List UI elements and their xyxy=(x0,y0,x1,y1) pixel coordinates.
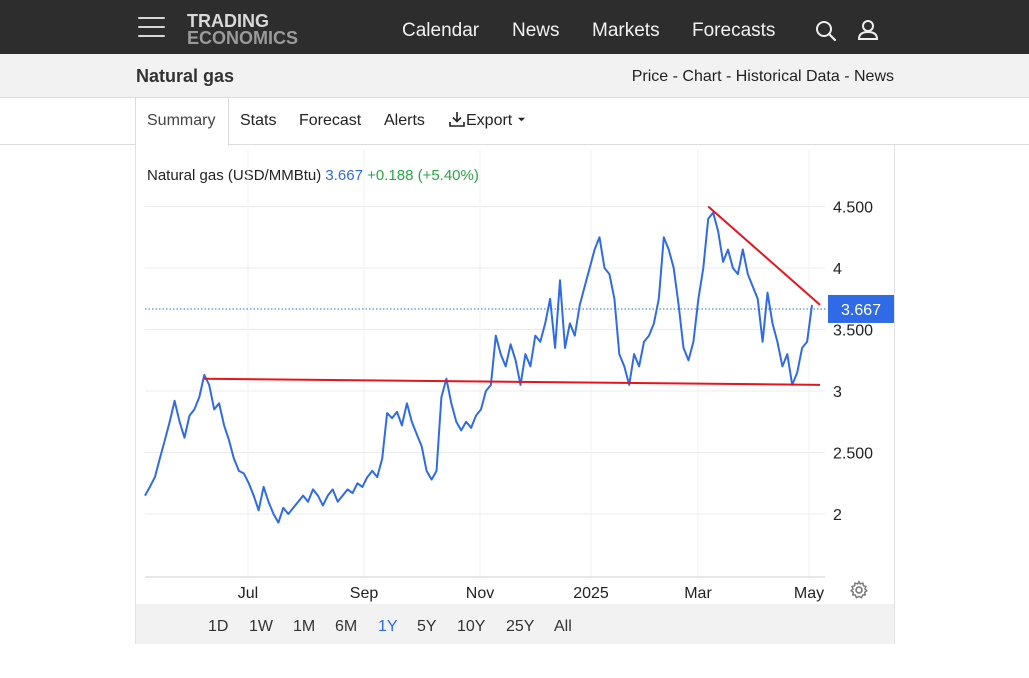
x-tick-label: Jul xyxy=(238,585,258,602)
tab-summary[interactable]: Summary xyxy=(135,98,229,146)
legend-price: 3.667 xyxy=(325,167,363,184)
nav-news[interactable]: News xyxy=(512,20,560,41)
page-title: Natural gas xyxy=(136,66,235,86)
price-badge xyxy=(828,294,894,323)
download-icon xyxy=(449,112,465,127)
x-tick-label: 2025 xyxy=(573,585,609,602)
tab-bar: Summary Stats Forecast Alerts Export xyxy=(0,98,1029,146)
price-line xyxy=(144,211,813,524)
tab-export[interactable]: Export xyxy=(448,98,526,145)
link-price[interactable]: Price xyxy=(631,68,669,85)
range-10y[interactable]: 10Y xyxy=(457,618,486,635)
x-tick-label: Nov xyxy=(466,585,494,602)
chart-legend: Natural gas (USD/MMBtu) 3.667 +0.188 (+5… xyxy=(147,167,479,184)
gear-icon[interactable] xyxy=(849,580,869,600)
range-1y[interactable]: 1Y xyxy=(378,618,398,635)
crumb-separator: - xyxy=(721,68,736,85)
nav-forecasts[interactable]: Forecasts xyxy=(692,20,776,41)
tab-stats[interactable]: Stats xyxy=(240,112,277,129)
tab-forecast[interactable]: Forecast xyxy=(299,112,362,129)
trendline xyxy=(707,205,821,306)
x-tick-label: May xyxy=(794,585,824,602)
range-1m[interactable]: 1M xyxy=(293,618,316,635)
y-tick-label: 3 xyxy=(833,384,842,401)
range-6m[interactable]: 6M xyxy=(335,618,358,635)
range-1w[interactable]: 1W xyxy=(249,618,273,635)
crumb-separator: - xyxy=(839,68,854,85)
tab-alerts[interactable]: Alerts xyxy=(384,112,425,129)
range-5y[interactable]: 5Y xyxy=(417,618,437,635)
logo-line2: ECONOMICS xyxy=(187,28,299,49)
nav-calendar[interactable]: Calendar xyxy=(402,20,480,41)
search-icon[interactable] xyxy=(815,20,837,42)
menu-icon[interactable] xyxy=(138,17,165,39)
top-navbar: TRADING ECONOMICS Calendar News Markets … xyxy=(0,0,1029,54)
legend-name: Natural gas (USD/MMBtu) xyxy=(147,167,322,184)
range-1d[interactable]: 1D xyxy=(208,618,229,635)
y-tick-label: 2 xyxy=(833,507,842,524)
range-all[interactable]: All xyxy=(554,618,572,635)
export-label: Export xyxy=(466,112,513,129)
y-tick-label: 2.500 xyxy=(833,446,873,463)
range-selector: 1D 1W 1M 6M 1Y 5Y 10Y 25Y All xyxy=(136,604,894,644)
crumb-separator: - xyxy=(668,68,683,85)
price-badge-label: 3.667 xyxy=(841,302,881,319)
link-chart[interactable]: Chart xyxy=(682,68,722,85)
logo-line1: TRADING xyxy=(187,11,269,31)
legend-change: +0.188 (+5.40%) xyxy=(367,167,479,184)
nav-markets[interactable]: Markets xyxy=(592,20,660,41)
link-news[interactable]: News xyxy=(853,68,894,85)
title-bar: Natural gas Price - Chart - Historical D… xyxy=(0,54,1029,98)
y-tick-label: 4.500 xyxy=(833,200,873,217)
range-25y[interactable]: 25Y xyxy=(506,618,535,635)
y-tick-label: 4 xyxy=(833,261,842,278)
site-logo[interactable]: TRADING ECONOMICS xyxy=(187,11,299,49)
trendline xyxy=(204,377,821,386)
user-icon[interactable] xyxy=(857,19,879,41)
x-tick-label: Mar xyxy=(684,585,712,602)
x-tick-label: Sep xyxy=(350,585,379,602)
y-tick-label: 3.500 xyxy=(833,323,873,340)
caret-down-icon xyxy=(517,117,525,122)
breadcrumb: Price - Chart - Historical Data - News xyxy=(632,68,894,86)
link-historical-data[interactable]: Historical Data xyxy=(735,68,840,85)
